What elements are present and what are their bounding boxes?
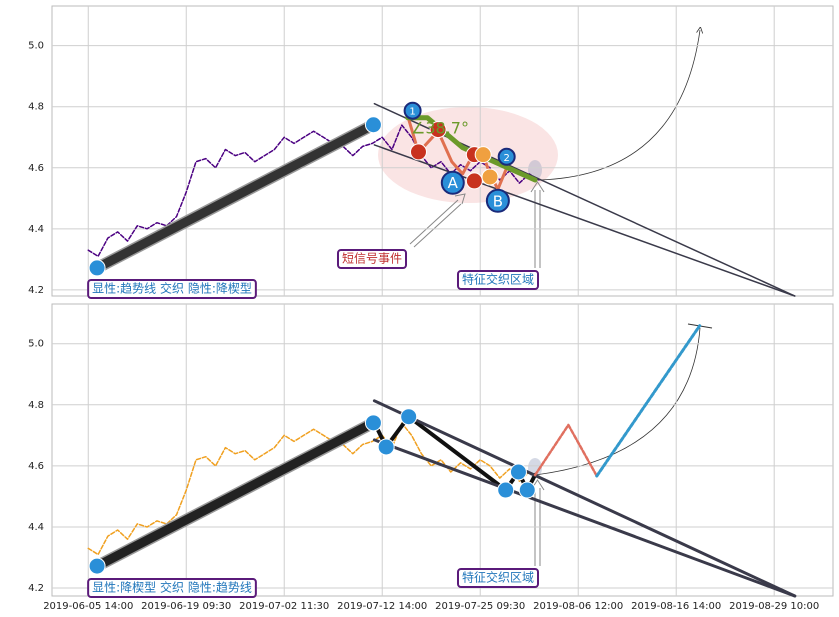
y-tick-label: 4.8 (28, 102, 44, 113)
marker (497, 147, 516, 166)
x-tick-label: 2019-08-06 12:00 (533, 601, 623, 612)
series-line (92, 120, 378, 273)
y-tick-label: 4.6 (28, 163, 44, 174)
x-tick-label: 2019-08-29 10:00 (729, 601, 819, 612)
y-tick-label: 4.4 (28, 224, 44, 235)
callout-arrow (409, 193, 466, 248)
marker (481, 168, 499, 186)
x-tick-label: 2019-07-12 14:00 (337, 601, 427, 612)
panel (51, 303, 834, 597)
plot-area: 4.24.44.64.85.012AB∠38.7°短信号事件特征交织区域显性:趋… (28, 6, 833, 612)
marker-label: A (448, 174, 459, 192)
y-tick-label: 5.0 (28, 339, 44, 350)
annotation-box (456, 568, 540, 588)
annotation: 特征交织区域 (456, 270, 540, 290)
series-line (373, 144, 796, 297)
marker (440, 170, 465, 195)
marker (364, 414, 382, 432)
marker (509, 463, 527, 481)
projection-arrow (539, 30, 700, 181)
marker (400, 408, 418, 426)
annotation: 特征交织区域 (456, 568, 540, 588)
marker (88, 557, 106, 575)
y-tick-label: 4.2 (28, 583, 44, 594)
marker-label: 1 (409, 107, 415, 118)
marker (429, 121, 447, 139)
projection-arrow (534, 327, 701, 476)
annotation-text: 特征交织区域 (462, 570, 534, 585)
annotation-box (336, 249, 408, 269)
x-tick-label: 2019-06-19 09:30 (141, 601, 231, 612)
series-line (92, 418, 378, 571)
annotation-box (87, 279, 257, 299)
x-tick-label: 2019-08-16 14:00 (631, 601, 721, 612)
y-tick-label: 4.4 (28, 522, 44, 533)
marker (377, 438, 395, 456)
annotation-text: ∠38.7° (411, 119, 469, 138)
series-line (372, 399, 797, 598)
marker (485, 188, 510, 213)
series-line (373, 102, 796, 297)
annotation-box (87, 578, 257, 598)
marker (88, 259, 106, 277)
marker (497, 481, 515, 499)
y-tick-label: 4.2 (28, 285, 44, 296)
marker (474, 146, 492, 164)
x-tick-label: 2019-07-25 09:30 (435, 601, 525, 612)
annotation: 显性:降楔型 交织 隐性:趋势线 (87, 578, 257, 598)
annotation-text: 短信号事件 (342, 252, 402, 266)
marker (518, 481, 536, 499)
y-tick-label: 4.6 (28, 461, 44, 472)
panel (51, 5, 834, 297)
annotation-box (456, 270, 540, 290)
annotation-text: 显性:趋势线 交织 隐性:降楔型 (92, 281, 252, 296)
series-line (87, 422, 540, 556)
annotation: ∠38.7° (411, 119, 469, 138)
series-line (372, 438, 797, 598)
marker (409, 143, 427, 161)
marker (364, 116, 382, 134)
series-line (595, 324, 702, 478)
x-tick-label: 2019-07-02 11:30 (239, 601, 329, 612)
annotation: 显性:趋势线 交织 隐性:降楔型 (87, 279, 257, 299)
marker (403, 101, 422, 120)
annotation: 短信号事件 (336, 249, 408, 269)
marker-label: 2 (503, 153, 509, 164)
marker (465, 172, 483, 190)
annotation-text: 显性:降楔型 交织 隐性:趋势线 (92, 580, 252, 595)
series-line (533, 423, 599, 478)
x-tick-label: 2019-06-05 14:00 (43, 601, 133, 612)
y-tick-label: 4.8 (28, 400, 44, 411)
series-line (87, 124, 540, 258)
y-tick-label: 5.0 (28, 41, 44, 52)
annotation-text: 特征交织区域 (462, 272, 534, 287)
marker-label: B (493, 192, 503, 210)
